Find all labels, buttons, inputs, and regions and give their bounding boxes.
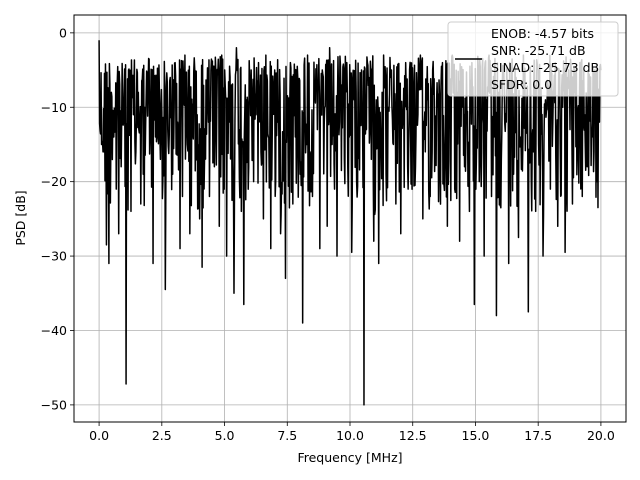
x-tick-label: 15.0: [462, 428, 490, 443]
x-axis-ticks: 0.0 2.5 5.0 7.5 10.0 12.5 15.0 17.5 20.0: [89, 422, 615, 443]
x-axis-label: Frequency [MHz]: [297, 450, 402, 465]
y-tick-label: −50: [41, 397, 67, 412]
x-tick-label: 2.5: [152, 428, 172, 443]
legend-line-4: SFDR: 0.0: [491, 77, 552, 92]
y-tick-label: −40: [41, 323, 67, 338]
series-layer: [98, 40, 602, 406]
x-tick-label: 5.0: [215, 428, 235, 443]
y-tick-label: −30: [41, 249, 67, 264]
psd-series-line: [98, 40, 602, 406]
x-tick-label: 12.5: [399, 428, 427, 443]
y-tick-label: 0: [59, 25, 67, 40]
x-tick-label: 10.0: [336, 428, 364, 443]
legend-line-2: SNR: -25.71 dB: [491, 43, 586, 58]
x-tick-label: 17.5: [524, 428, 552, 443]
y-axis-ticks: 0 −10 −20 −30 −40 −50: [41, 25, 74, 412]
y-tick-label: −20: [41, 174, 67, 189]
x-tick-label: 20.0: [587, 428, 615, 443]
legend-box: [447, 21, 619, 97]
legend-line-3: SINAD: -25.73 dB: [491, 60, 599, 75]
y-axis-label: PSD [dB]: [13, 190, 28, 245]
x-tick-label: 7.5: [277, 428, 297, 443]
x-tick-label: 0.0: [89, 428, 109, 443]
legend-line-1: ENOB: -4.57 bits: [491, 26, 594, 41]
y-tick-label: −10: [41, 100, 67, 115]
legend: ENOB: -4.57 bits SNR: -25.71 dB SINAD: -…: [447, 21, 619, 97]
